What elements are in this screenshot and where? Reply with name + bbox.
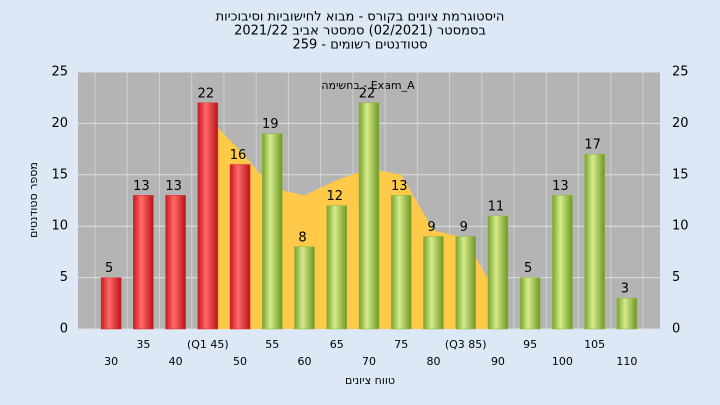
value-label: 9 [427, 220, 435, 235]
x-axis-label: טווח ציונים [345, 374, 395, 387]
value-label: 8 [298, 230, 306, 245]
value-label: 22 [359, 86, 376, 101]
y-tick-label: 10 [51, 219, 68, 234]
value-label: 5 [524, 261, 532, 276]
bar [552, 195, 573, 330]
y2-tick-label: 25 [672, 65, 689, 80]
annotation: Exam_A - בחשימה [321, 79, 415, 92]
x-tick-label: 105 [584, 338, 605, 351]
bar [133, 195, 154, 330]
bar [358, 102, 380, 330]
bar [455, 236, 476, 330]
value-label: 12 [326, 189, 343, 204]
y-tick-label: 0 [60, 322, 68, 337]
x-tick-label: 50 [233, 355, 247, 368]
x-tick-label: 40 [169, 355, 183, 368]
y-axis-label: מספר סטודנטים [27, 162, 40, 238]
x-tick-label: 80 [426, 355, 440, 368]
value-label: 16 [230, 148, 247, 163]
y-tick-label: 5 [60, 270, 68, 285]
value-label: 13 [165, 179, 182, 194]
bar [519, 277, 541, 330]
value-label: 9 [460, 220, 468, 235]
bar [584, 153, 605, 330]
value-label: 13 [391, 179, 408, 194]
x-tick-label: 95 [523, 338, 537, 351]
x-tick-label: 75 [394, 338, 408, 351]
x-tick-label: (Q1 45) [187, 338, 229, 351]
value-label: 19 [262, 117, 279, 132]
bar [423, 236, 444, 330]
y2-tick-label: 15 [672, 167, 689, 182]
chart-subtitle: סטודנטים רשומים - 259 [292, 38, 427, 53]
x-tick-label: 35 [136, 338, 150, 351]
bar [229, 164, 251, 330]
value-label: 22 [198, 86, 215, 101]
x-tick-label: 60 [298, 355, 312, 368]
y2-tick-label: 5 [672, 270, 680, 285]
bar [616, 297, 638, 330]
value-label: 5 [105, 261, 113, 276]
value-label: 3 [621, 282, 629, 297]
value-label: 13 [133, 179, 150, 194]
value-label: 13 [552, 179, 569, 194]
value-label: 17 [584, 138, 601, 153]
x-tick-label: 70 [362, 355, 376, 368]
y-tick-label: 15 [51, 167, 68, 182]
bar [165, 195, 186, 330]
bar [197, 102, 219, 330]
bar [390, 195, 412, 330]
y2-tick-label: 20 [672, 116, 689, 131]
chart-title: היסטוגרמת ציונים בקורס - מבוא לחישוביות … [216, 10, 505, 25]
bar [100, 277, 122, 330]
x-tick-label: 90 [491, 355, 505, 368]
y-tick-label: 25 [51, 65, 68, 80]
y2-tick-label: 0 [672, 322, 680, 337]
x-tick-label: (Q3 85) [445, 338, 487, 351]
bar [487, 215, 509, 330]
bar [294, 246, 315, 330]
x-tick-label: 100 [552, 355, 573, 368]
value-label: 11 [488, 199, 505, 214]
chart-subtitle: בסמסטר (02/2021) סמסטר אביב 2021/22 [234, 24, 486, 39]
y-tick-label: 20 [51, 116, 68, 131]
y2-tick-label: 10 [672, 219, 689, 234]
x-tick-label: 30 [104, 355, 118, 368]
bar [262, 133, 283, 330]
x-tick-label: 55 [265, 338, 279, 351]
bar [326, 205, 348, 330]
x-tick-label: 110 [616, 355, 637, 368]
x-tick-label: 65 [330, 338, 344, 351]
